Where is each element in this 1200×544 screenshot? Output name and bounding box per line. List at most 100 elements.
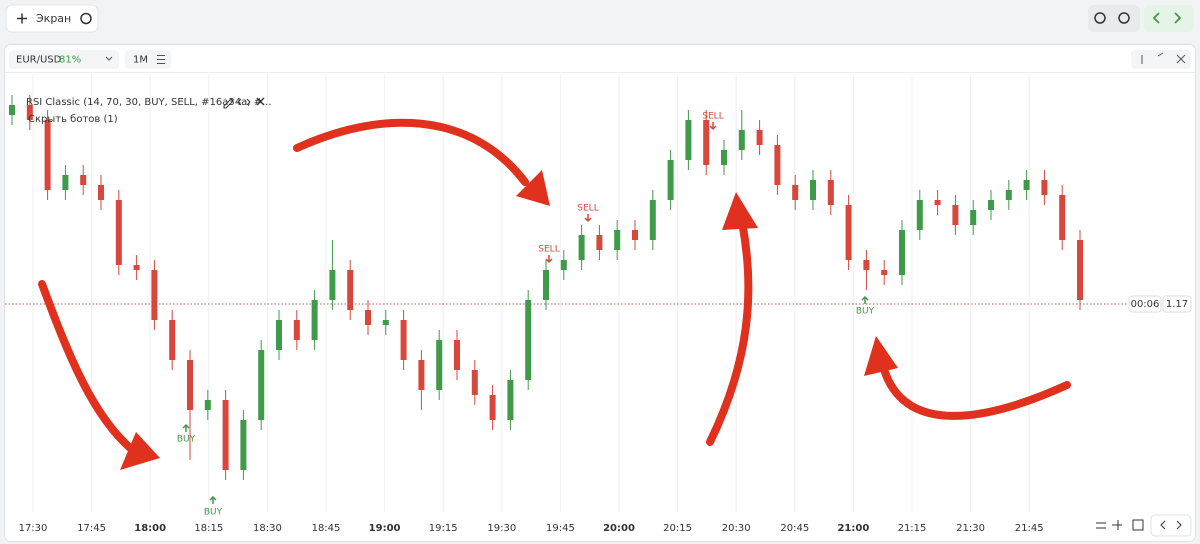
candle-body: [738, 130, 745, 150]
candle-body: [222, 400, 229, 470]
candle-body: [26, 105, 33, 120]
candle-body: [667, 160, 674, 200]
x-tick-label: 18:45: [312, 523, 341, 534]
candle-body: [507, 380, 514, 420]
candle-body: [774, 145, 781, 185]
arrow-down: [38, 280, 139, 456]
symbol-select[interactable]: [9, 50, 119, 69]
x-tick-label: 20:45: [780, 523, 809, 534]
signal-label: BUY: [177, 435, 196, 445]
arrow-head: [722, 192, 758, 230]
candle-body: [44, 120, 51, 190]
candle-body: [899, 230, 905, 275]
timer-badge: [1128, 295, 1162, 313]
candle-body: [685, 120, 692, 160]
zoom-in[interactable]: [1094, 12, 1106, 24]
candle-body: [347, 270, 354, 310]
candle-body: [62, 175, 69, 190]
dropdown-icon: [105, 56, 113, 61]
candle-body: [454, 340, 460, 370]
payout: 81%: [59, 55, 81, 66]
candle-body: [810, 180, 816, 200]
add-screen-label: Экран: [36, 12, 71, 25]
candle-body: [916, 200, 923, 230]
nav-arrows[interactable]: [1152, 12, 1182, 24]
x-tick-label: 17:30: [19, 523, 48, 534]
candle-body: [881, 270, 888, 275]
x-tick-label: 19:15: [429, 523, 458, 534]
candle-body: [1077, 240, 1083, 300]
window-controls[interactable]: [1131, 50, 1191, 69]
candle-body: [1023, 180, 1030, 190]
symbol: EUR/USD: [16, 55, 62, 66]
candle-body: [863, 260, 870, 270]
arrow-curl: [878, 358, 1071, 420]
candle-body: [756, 130, 763, 145]
x-tick-label: 21:45: [1015, 523, 1044, 534]
timeframe: 1M: [133, 55, 148, 66]
candle-body: [187, 360, 193, 410]
candle-body: [311, 300, 318, 340]
zoom-group: [1088, 5, 1140, 32]
add-screen-button[interactable]: [5, 4, 99, 33]
candle-body: [133, 265, 140, 270]
nav-group: [1144, 5, 1194, 32]
code-icon[interactable]: [237, 98, 251, 106]
buy-arrow: [182, 423, 190, 432]
x-tick-label: 17:45: [77, 523, 106, 534]
timeframe-select[interactable]: [125, 50, 171, 69]
x-tick-label: 18:15: [194, 523, 223, 534]
candle-body: [970, 210, 977, 225]
copy-icon[interactable]: [1132, 519, 1144, 531]
zoom-out[interactable]: [1118, 12, 1130, 24]
hide-bots[interactable]: Скрыть ботов (1): [28, 114, 118, 125]
candle-body: [703, 120, 710, 165]
annotation-arrows: [38, 118, 1071, 456]
candle-body: [614, 230, 621, 250]
candle-body: [80, 175, 87, 185]
candle-body: [400, 320, 407, 360]
candle-body: [276, 320, 282, 350]
signal-label: SELL: [702, 112, 723, 122]
candle-body: [952, 205, 959, 225]
candle-body: [169, 320, 176, 360]
candle-body: [293, 320, 300, 340]
candle-body: [471, 370, 478, 395]
signal-label: BUY: [856, 307, 875, 317]
signals: BUY BUY SELL SELL SELL BUY: [177, 112, 875, 518]
scroll-arrows: [1160, 520, 1182, 530]
candle-body: [827, 180, 834, 205]
candle-body: [258, 350, 265, 420]
candle-body: [649, 200, 656, 240]
candle-body: [98, 185, 104, 200]
sell-arrow: [709, 122, 717, 131]
candle-body: [632, 230, 638, 240]
plus-icon: [17, 13, 27, 24]
candle-body: [329, 270, 336, 300]
candle-body: [418, 360, 425, 390]
axis-tools[interactable]: [1096, 520, 1122, 530]
scroll-buttons[interactable]: [1150, 514, 1192, 537]
candle-body: [115, 200, 122, 265]
settings-icon[interactable]: [80, 12, 92, 25]
x-tick-label: 20:30: [722, 523, 751, 534]
arrow-right: [293, 118, 529, 186]
x-tick-label: 18:00: [134, 523, 166, 534]
candle-body: [204, 400, 211, 410]
candle-body: [382, 320, 389, 325]
plot: 17:30 17:45 18:00 18:15 18:30 18:45 19:00 19:15…: [5, 75, 1192, 534]
candle-body: [988, 200, 994, 210]
x-tick-label: 21:15: [898, 523, 927, 534]
arrow-up: [706, 218, 753, 446]
sell-arrow: [545, 255, 553, 264]
x-tick-label: 19:30: [487, 523, 516, 534]
signal-label: SELL: [577, 204, 598, 214]
edit-icon[interactable]: [223, 98, 234, 109]
candle-body: [560, 260, 567, 270]
candle-body: [365, 310, 371, 325]
candle-body: [489, 395, 496, 420]
window-icons: [1141, 52, 1186, 64]
close-icon[interactable]: [256, 97, 265, 106]
candle-body: [934, 200, 941, 205]
